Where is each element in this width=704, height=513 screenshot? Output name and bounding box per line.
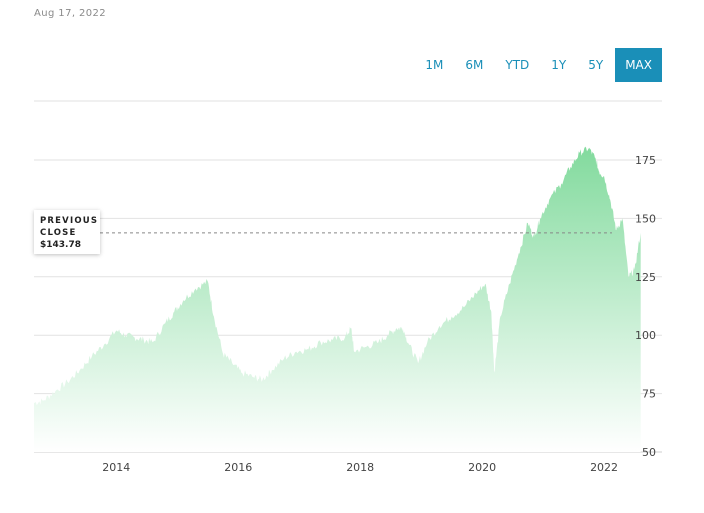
x-tick-label: 2022 <box>590 461 618 474</box>
y-tick-label: 100 <box>635 329 656 342</box>
previous-close-label: PREVIOUS CLOSE $143.78 <box>34 210 100 254</box>
range-selector: 1M 6M YTD 1Y 5Y MAX <box>413 48 662 82</box>
y-axis: 50 75 100 125 150 175 <box>635 154 656 459</box>
range-button-1m[interactable]: 1M <box>425 58 444 72</box>
y-tick-label: 50 <box>642 446 656 459</box>
previous-close-value: $143.78 <box>40 240 81 250</box>
range-button-5y[interactable]: 5Y <box>588 58 604 72</box>
range-button-max[interactable]: MAX <box>615 48 662 82</box>
range-button-1y[interactable]: 1Y <box>551 58 567 72</box>
range-button-ytd[interactable]: YTD <box>505 58 530 72</box>
y-tick-label: 175 <box>635 154 656 167</box>
y-tick-label: 125 <box>635 271 656 284</box>
x-tick-label: 2018 <box>346 461 374 474</box>
range-button-6m[interactable]: 6M <box>465 58 484 72</box>
x-tick-label: 2020 <box>468 461 496 474</box>
chart-date: Aug 17, 2022 <box>34 8 107 19</box>
y-tick-label: 75 <box>642 388 656 401</box>
previous-close-title: PREVIOUS CLOSE <box>40 216 99 238</box>
price-area <box>34 146 641 452</box>
x-tick-label: 2014 <box>102 461 130 474</box>
x-tick-label: 2016 <box>224 461 252 474</box>
x-axis: 2014 2016 2018 2020 2022 <box>102 461 618 474</box>
y-tick-label: 150 <box>635 212 656 225</box>
